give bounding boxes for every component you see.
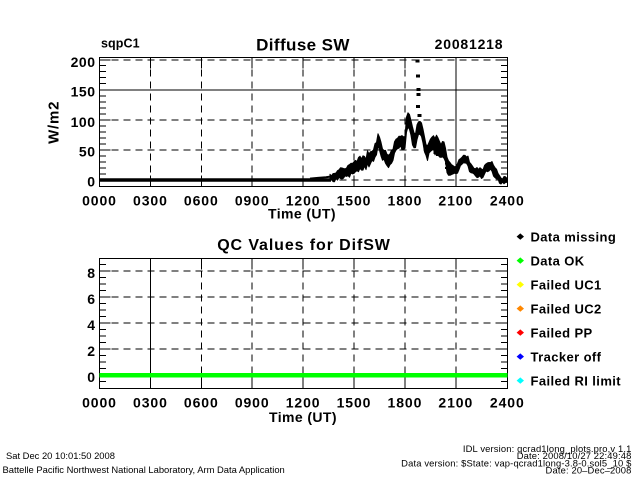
svg-text:Failed PP: Failed PP — [531, 325, 593, 340]
svg-text:2100: 2100 — [438, 395, 473, 411]
svg-text:0: 0 — [87, 369, 95, 385]
svg-text:Data version: $State: vap-qcra: Data version: $State: vap-qcrad1long-3.8… — [401, 457, 632, 468]
svg-text:1500: 1500 — [337, 395, 372, 411]
svg-text:Sat Dec 20 10:01:50 2008: Sat Dec 20 10:01:50 2008 — [6, 450, 115, 461]
svg-text:Failed UC1: Failed UC1 — [531, 277, 602, 292]
svg-text:200: 200 — [71, 54, 96, 70]
svg-text:1800: 1800 — [388, 395, 423, 411]
svg-text:6: 6 — [87, 291, 95, 307]
svg-text:0900: 0900 — [235, 193, 270, 209]
svg-text:8: 8 — [87, 265, 95, 281]
svg-text:Time (UT): Time (UT) — [269, 409, 337, 425]
svg-text:1500: 1500 — [337, 193, 372, 209]
svg-text:Date: 2008/10/27 22:49:48: Date: 2008/10/27 22:49:48 — [517, 450, 632, 461]
svg-text:Data OK: Data OK — [531, 253, 585, 268]
svg-text:Failed UC2: Failed UC2 — [531, 301, 602, 316]
svg-text:2400: 2400 — [490, 193, 525, 209]
svg-text:0900: 0900 — [235, 395, 270, 411]
svg-text:Time (UT): Time (UT) — [268, 206, 336, 222]
svg-text:1800: 1800 — [388, 193, 423, 209]
svg-text:Failed RI limit: Failed RI limit — [531, 373, 622, 388]
svg-text:QC Values for DifSW: QC Values for DifSW — [217, 237, 391, 254]
svg-text:0000: 0000 — [82, 193, 117, 209]
svg-text:1200: 1200 — [286, 395, 321, 411]
svg-text:0: 0 — [87, 174, 95, 190]
svg-text:2100: 2100 — [438, 193, 473, 209]
svg-text:100: 100 — [71, 114, 96, 130]
svg-text:0600: 0600 — [184, 193, 219, 209]
svg-text:150: 150 — [71, 84, 96, 100]
svg-text:IDL version: qcrad1long_plots.: IDL version: qcrad1long_plots.pro,v 1.1 — [463, 443, 632, 454]
svg-text:50: 50 — [79, 144, 96, 160]
svg-text:Data missing: Data missing — [531, 229, 617, 244]
svg-text:sqpC1: sqpC1 — [101, 37, 140, 51]
svg-text:4: 4 — [87, 317, 95, 333]
svg-text:0000: 0000 — [82, 395, 117, 411]
svg-text:2400: 2400 — [490, 395, 525, 411]
svg-text:0300: 0300 — [133, 395, 168, 411]
svg-text:0600: 0600 — [184, 395, 219, 411]
svg-text:1200: 1200 — [286, 193, 321, 209]
svg-text:Diffuse SW: Diffuse SW — [256, 36, 350, 55]
svg-text:2: 2 — [87, 343, 95, 359]
svg-text:W/m2: W/m2 — [46, 101, 63, 144]
svg-text:Date: 20–Dec–2008: Date: 20–Dec–2008 — [546, 465, 632, 476]
svg-text:20081218: 20081218 — [435, 36, 504, 52]
svg-text:Tracker off: Tracker off — [531, 349, 602, 364]
svg-text:Battelle Pacific Northwest Nat: Battelle Pacific Northwest National Labo… — [3, 464, 285, 475]
svg-text:0300: 0300 — [133, 193, 168, 209]
